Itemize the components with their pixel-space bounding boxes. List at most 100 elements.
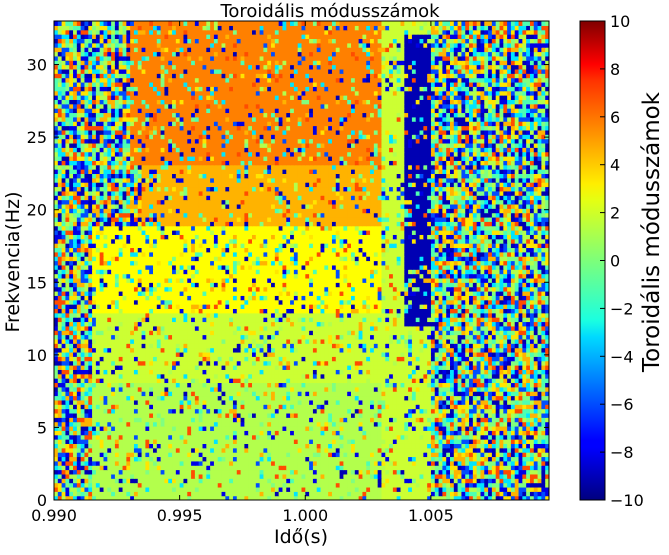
heatmap-cell bbox=[99, 478, 105, 484]
heatmap-cell bbox=[453, 443, 459, 449]
heatmap-cell bbox=[385, 365, 390, 370]
heatmap-cell bbox=[480, 469, 485, 475]
heatmap-cell bbox=[335, 417, 341, 423]
heatmap-cell bbox=[194, 452, 200, 458]
heatmap-cell bbox=[252, 482, 257, 488]
heatmap-cell bbox=[545, 373, 549, 379]
heatmap-cell bbox=[373, 351, 379, 357]
heatmap-cell bbox=[271, 452, 276, 458]
heatmap-cell bbox=[221, 360, 226, 366]
heatmap-cell bbox=[381, 404, 386, 410]
heatmap-cell bbox=[84, 465, 89, 471]
heatmap-cell bbox=[95, 495, 101, 500]
heatmap-cell bbox=[278, 351, 284, 357]
heatmap-cell bbox=[358, 486, 364, 492]
heatmap-cell bbox=[80, 465, 86, 471]
heatmap-cell bbox=[316, 417, 322, 423]
heatmap-cell bbox=[366, 408, 371, 414]
heatmap-cell bbox=[229, 495, 234, 500]
heatmap-cell bbox=[210, 491, 215, 497]
heatmap-cell bbox=[54, 334, 59, 340]
heatmap-cell bbox=[187, 391, 192, 397]
heatmap-cell bbox=[145, 447, 150, 453]
heatmap-cell bbox=[514, 369, 520, 375]
heatmap-cell bbox=[408, 447, 413, 453]
heatmap-cell bbox=[476, 465, 482, 471]
heatmap-cell bbox=[328, 378, 333, 384]
heatmap-cell bbox=[476, 469, 482, 475]
heatmap-cell bbox=[221, 399, 226, 405]
heatmap-cell bbox=[522, 473, 527, 479]
heatmap-cell bbox=[461, 443, 466, 449]
heatmap-cell bbox=[396, 439, 402, 444]
heatmap-cell bbox=[69, 360, 74, 366]
heatmap-cell bbox=[293, 417, 299, 423]
heatmap-cell bbox=[122, 460, 127, 466]
heatmap-cell bbox=[118, 491, 124, 497]
heatmap-cell bbox=[164, 378, 169, 384]
heatmap-cell bbox=[442, 434, 447, 440]
heatmap-cell bbox=[488, 495, 493, 500]
heatmap-cell bbox=[236, 343, 242, 349]
heatmap-cell bbox=[255, 391, 261, 397]
heatmap-cell bbox=[324, 491, 329, 497]
heatmap-cell bbox=[263, 473, 268, 479]
heatmap-cell bbox=[65, 412, 70, 418]
heatmap-cell bbox=[495, 491, 501, 497]
heatmap-cell bbox=[400, 430, 405, 436]
heatmap-cell bbox=[107, 338, 112, 344]
heatmap-cell bbox=[92, 486, 97, 492]
heatmap-cell bbox=[271, 365, 276, 370]
heatmap-cell bbox=[404, 386, 409, 392]
heatmap-cell bbox=[73, 399, 78, 405]
heatmap-cell bbox=[339, 334, 344, 340]
heatmap-cell bbox=[320, 495, 325, 500]
heatmap-cell bbox=[149, 495, 154, 500]
heatmap-cell bbox=[278, 356, 284, 362]
heatmap-cell bbox=[198, 382, 204, 388]
heatmap-cell bbox=[99, 434, 105, 440]
heatmap-cell bbox=[457, 334, 463, 340]
heatmap-cell bbox=[118, 399, 124, 405]
heatmap-cell bbox=[370, 417, 375, 423]
heatmap-cell bbox=[187, 356, 192, 362]
heatmap-cell bbox=[351, 443, 356, 449]
heatmap-cell bbox=[297, 356, 303, 362]
heatmap-cell bbox=[263, 347, 268, 353]
heatmap-cell bbox=[183, 399, 188, 405]
heatmap-cell bbox=[335, 469, 341, 475]
heatmap-cell bbox=[419, 338, 424, 344]
heatmap-cell bbox=[92, 473, 97, 479]
heatmap-cell bbox=[99, 330, 105, 336]
heatmap-cell bbox=[541, 434, 546, 440]
heatmap-cell bbox=[122, 482, 127, 488]
heatmap-cell bbox=[103, 334, 108, 340]
heatmap-cell bbox=[172, 343, 177, 349]
heatmap-cell bbox=[507, 404, 512, 410]
heatmap-cell bbox=[126, 434, 131, 440]
heatmap-cell bbox=[316, 434, 322, 440]
heatmap-cell bbox=[282, 495, 287, 500]
heatmap-cell bbox=[114, 343, 120, 349]
heatmap-cell bbox=[267, 391, 272, 397]
heatmap-cell bbox=[57, 382, 63, 388]
heatmap-cell bbox=[61, 417, 67, 423]
heatmap-cell bbox=[415, 356, 421, 362]
heatmap-cell bbox=[396, 412, 402, 418]
heatmap-cell bbox=[495, 365, 501, 370]
heatmap-cell bbox=[76, 382, 82, 388]
heatmap-cell bbox=[149, 491, 154, 497]
heatmap-cell bbox=[522, 343, 527, 349]
heatmap-cell bbox=[533, 399, 539, 405]
heatmap-cell bbox=[225, 412, 230, 418]
heatmap-cell bbox=[225, 395, 230, 401]
heatmap-cell bbox=[450, 378, 455, 384]
heatmap-cell bbox=[183, 495, 188, 500]
heatmap-cell bbox=[430, 425, 436, 431]
heatmap-cell bbox=[408, 365, 413, 370]
heatmap-cell bbox=[225, 347, 230, 353]
heatmap-cell bbox=[354, 421, 360, 427]
heatmap-cell bbox=[217, 395, 223, 401]
heatmap-cell bbox=[54, 417, 59, 423]
heatmap-cell bbox=[133, 351, 139, 357]
